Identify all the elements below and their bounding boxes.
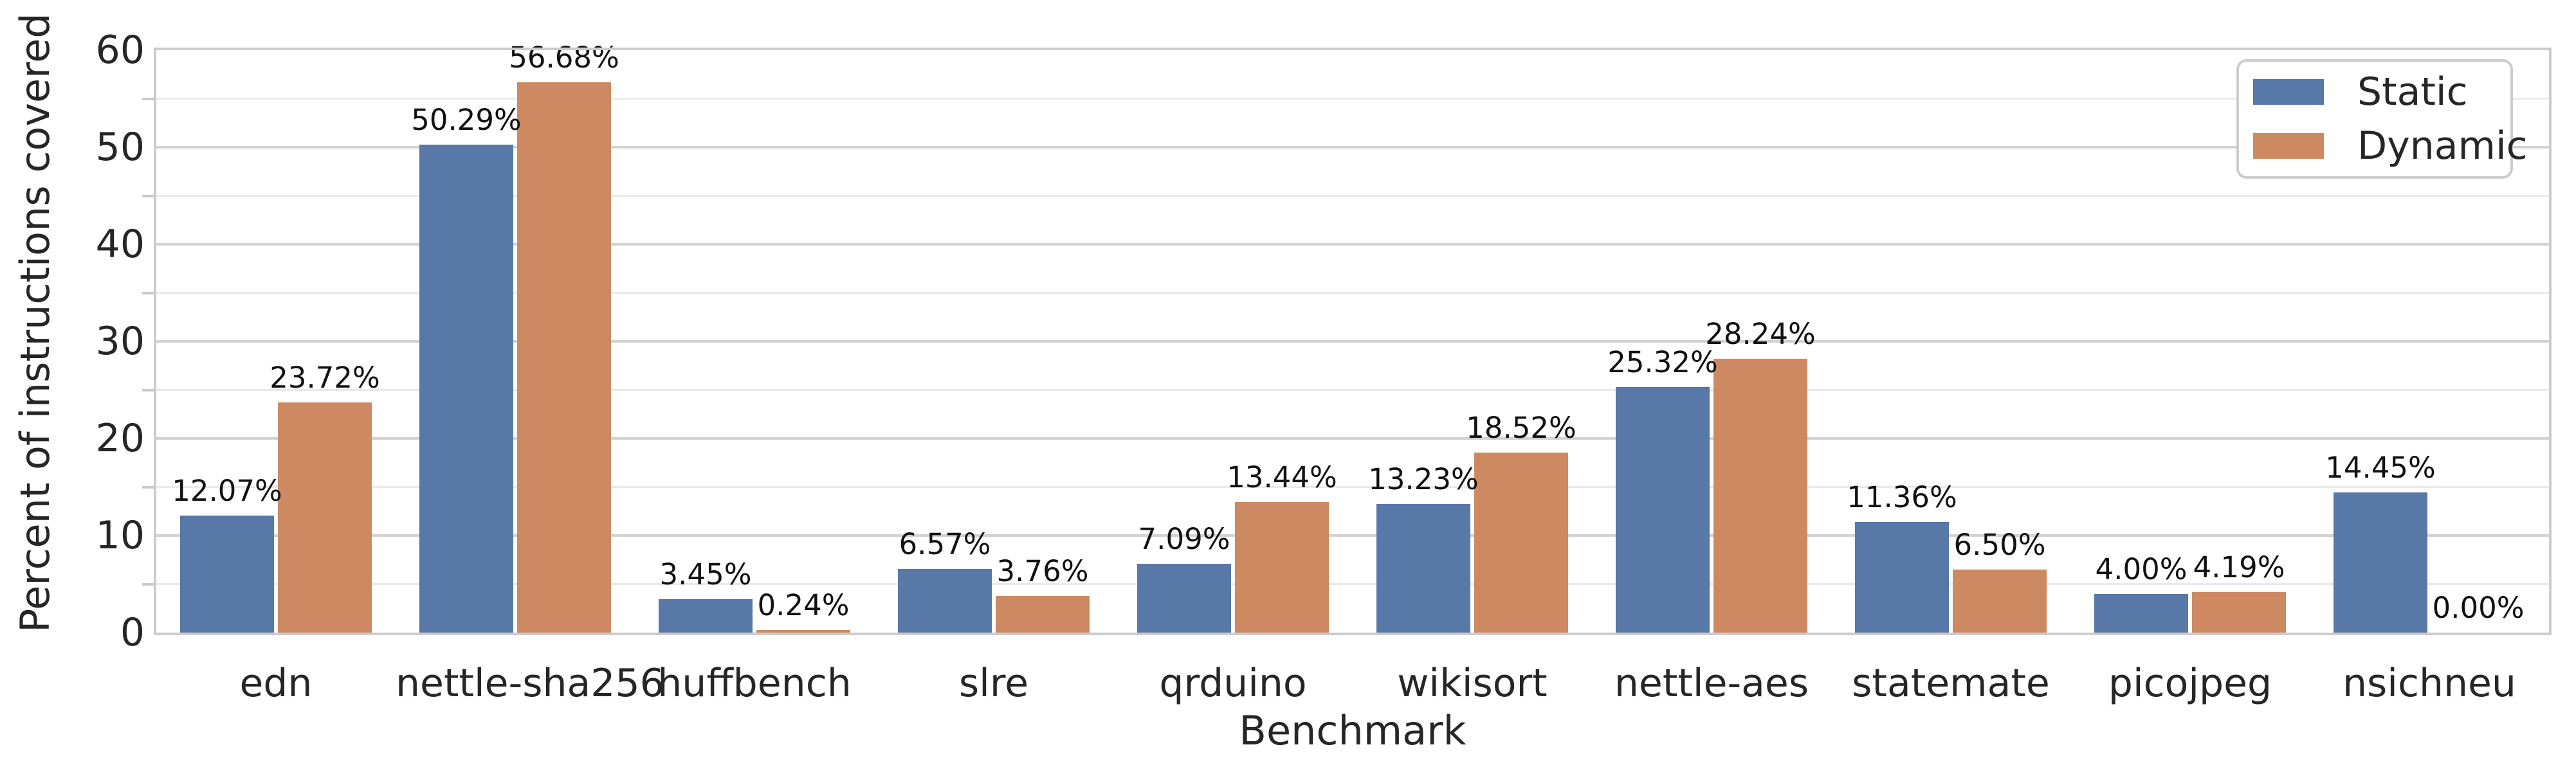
legend-item-static: Static	[2253, 73, 2510, 111]
y-gridline-major	[156, 146, 2549, 148]
bar-static	[659, 598, 753, 633]
legend-label: Static	[2357, 69, 2468, 114]
bar-value-label: 14.45%	[2325, 450, 2436, 485]
y-gridline-minor	[156, 98, 2549, 100]
bar-static	[898, 568, 992, 633]
bar-value-label: 6.50%	[1953, 527, 2046, 562]
bar-value-label: 7.09%	[1138, 521, 1230, 556]
legend-swatch-dynamic	[2253, 133, 2324, 159]
x-tick-label: nettle-sha256	[396, 661, 664, 706]
x-tick-label: statemate	[1852, 661, 2050, 706]
y-axis-label: Percent of instructions covered	[12, 13, 59, 633]
bar-dynamic	[996, 596, 1090, 633]
bar-dynamic	[1474, 453, 1568, 633]
y-minor-tick	[142, 291, 154, 294]
y-gridline-minor	[156, 195, 2549, 197]
bar-value-label: 23.72%	[269, 360, 380, 395]
bar-static	[1376, 504, 1470, 633]
bar-static	[2334, 492, 2427, 633]
y-gridline-minor	[156, 292, 2549, 294]
y-gridline-minor	[156, 486, 2549, 488]
bar-dynamic	[1235, 502, 1329, 633]
y-gridline-major	[156, 534, 2549, 537]
bar-dynamic	[278, 402, 372, 633]
y-minor-tick	[142, 388, 154, 392]
x-tick-label: huffbench	[657, 661, 852, 706]
bar-static	[1616, 386, 1710, 633]
plot-area: 12.07% 23.72% 50.29% 56.68% 3.45% 0.24% 6.57% 3…	[156, 43, 2549, 633]
y-gridline-minor	[156, 583, 2549, 585]
bar-value-label: 3.45%	[659, 557, 752, 591]
y-minor-tick	[142, 97, 154, 100]
bar-value-label: 50.29%	[411, 102, 522, 137]
bar-value-label: 18.52%	[1466, 411, 1576, 446]
bar-static	[1137, 563, 1231, 633]
x-tick-label: qrduino	[1159, 661, 1307, 706]
y-gridline-major	[156, 437, 2549, 440]
bar-value-label: 13.23%	[1368, 462, 1479, 497]
y-tick-label: 0	[120, 610, 145, 655]
bar-dynamic	[2192, 591, 2286, 633]
bar-static	[2094, 593, 2188, 633]
bar-dynamic	[517, 82, 611, 633]
bar-value-label: 0.00%	[2432, 591, 2525, 625]
y-minor-tick	[142, 485, 154, 489]
y-tick-label: 40	[95, 222, 145, 267]
bar-static	[419, 144, 513, 633]
bar-value-label: 6.57%	[899, 526, 991, 561]
x-tick-label: nsichneu	[2343, 661, 2516, 706]
legend-swatch-static	[2253, 79, 2324, 105]
x-tick-label: picojpeg	[2108, 661, 2272, 706]
x-tick-label: edn	[239, 661, 313, 706]
bar-dynamic	[1713, 358, 1807, 633]
bar-value-label: 0.24%	[757, 588, 850, 623]
y-gridline-minor	[156, 389, 2549, 391]
x-axis-label: Benchmark	[1239, 707, 1466, 754]
bar-dynamic	[1953, 569, 2047, 633]
bar-value-label: 56.68%	[509, 40, 619, 75]
bar-dynamic	[756, 630, 850, 633]
legend-label: Dynamic	[2357, 123, 2528, 168]
y-tick-label: 20	[95, 416, 145, 461]
bar-value-label: 11.36%	[1847, 480, 1957, 515]
legend-item-dynamic: Dynamic	[2253, 127, 2528, 165]
bar-static	[180, 515, 274, 633]
y-tick-label: 10	[95, 513, 145, 558]
y-tick-label: 60	[95, 28, 145, 73]
bar-value-label: 28.24%	[1705, 316, 1816, 351]
y-gridline-major	[156, 340, 2549, 343]
bar-value-label: 13.44%	[1227, 460, 1337, 495]
bar-value-label: 25.32%	[1607, 345, 1718, 379]
x-tick-label: wikisort	[1397, 661, 1548, 706]
bar-value-label: 4.00%	[2095, 552, 2188, 586]
bar-static	[1855, 522, 1949, 633]
y-tick-label: 50	[95, 125, 145, 170]
y-tick-label: 30	[95, 319, 145, 364]
bar-value-label: 12.07%	[172, 473, 282, 508]
bar-value-label: 3.76%	[996, 554, 1089, 589]
x-tick-label: slre	[958, 661, 1029, 706]
y-gridline-major	[156, 243, 2549, 246]
bar-value-label: 4.19%	[2193, 550, 2285, 584]
y-minor-tick	[142, 194, 154, 197]
y-minor-tick	[142, 582, 154, 586]
legend: Static Dynamic	[2236, 59, 2528, 179]
x-tick-label: nettle-aes	[1614, 661, 1809, 706]
